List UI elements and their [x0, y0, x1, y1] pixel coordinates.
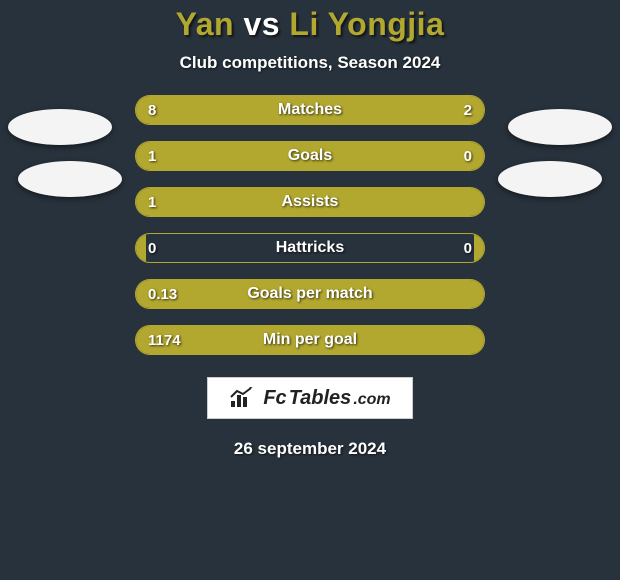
stat-fill-left — [136, 234, 146, 262]
player-left-avatar-1 — [8, 109, 112, 145]
player-left-avatar-2 — [18, 161, 122, 197]
stat-value-right: 0 — [464, 234, 472, 262]
stat-row: Matches82 — [135, 95, 485, 125]
stat-fill-left — [136, 326, 484, 354]
vs-label: vs — [243, 6, 280, 42]
stat-row: Min per goal1174 — [135, 325, 485, 355]
stat-fill-left — [136, 142, 418, 170]
stat-row: Assists1 — [135, 187, 485, 217]
stat-row: Goals per match0.13 — [135, 279, 485, 309]
stat-fill-right — [474, 234, 484, 262]
stat-row: Goals10 — [135, 141, 485, 171]
stat-label: Hattricks — [136, 234, 484, 262]
stat-fill-left — [136, 280, 484, 308]
comparison-title: Yan vs Li Yongjia — [0, 0, 620, 47]
comparison-subtitle: Club competitions, Season 2024 — [0, 53, 620, 73]
stat-row: Hattricks0 0 — [135, 233, 485, 263]
comparison-panel: Matches82 Goals10 Assists1 Hattricks0 0 Goals… — [0, 95, 620, 355]
logo-text-fc: Fc — [263, 387, 286, 410]
player-right-avatar-1 — [508, 109, 612, 145]
fctables-logo-icon — [229, 387, 255, 409]
logo-text-dotcom: .com — [353, 391, 390, 409]
stat-rows: Matches82 Goals10 Assists1 Hattricks0 0 Goals… — [135, 95, 485, 355]
fctables-badge: Fc Tables .com — [207, 377, 413, 419]
logo-text-tables: Tables — [289, 387, 352, 410]
stat-fill-right — [400, 96, 484, 124]
stat-value-left: 0 — [148, 234, 156, 262]
player-left-name: Yan — [176, 6, 234, 42]
fctables-logo-text: Fc Tables .com — [263, 387, 390, 410]
stat-fill-left — [136, 96, 400, 124]
stat-fill-right — [418, 142, 484, 170]
stat-fill-left — [136, 188, 484, 216]
player-right-name: Li Yongjia — [289, 6, 444, 42]
player-right-avatar-2 — [498, 161, 602, 197]
footer-date: 26 september 2024 — [0, 439, 620, 459]
